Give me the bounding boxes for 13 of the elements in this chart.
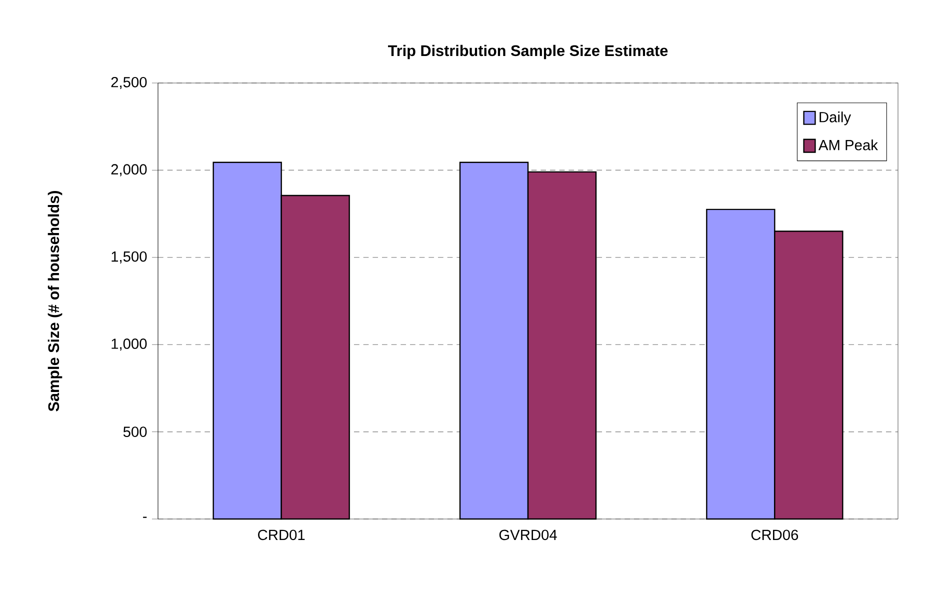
y-tick-label: 500: [123, 426, 147, 437]
y-tick-label: 1,000: [112, 338, 147, 351]
y-tick-label: -: [143, 516, 147, 518]
x-tick-label: GVRD04: [499, 530, 557, 540]
y-tick-label: 1,500: [112, 251, 147, 264]
y-axis-title: Sample Size (# of households): [48, 190, 62, 412]
x-tick-label: CRD06: [751, 530, 798, 540]
y-tick-label: 2,000: [111, 164, 147, 176]
legend-label: Daily: [820, 112, 852, 126]
x-tick-label: CRD01: [258, 530, 305, 540]
legend-label: AM Peak: [818, 140, 878, 150]
y-tick-label: 2,500: [111, 76, 147, 90]
chart-title: Trip Distribution Sample Size Estimate: [388, 44, 668, 60]
